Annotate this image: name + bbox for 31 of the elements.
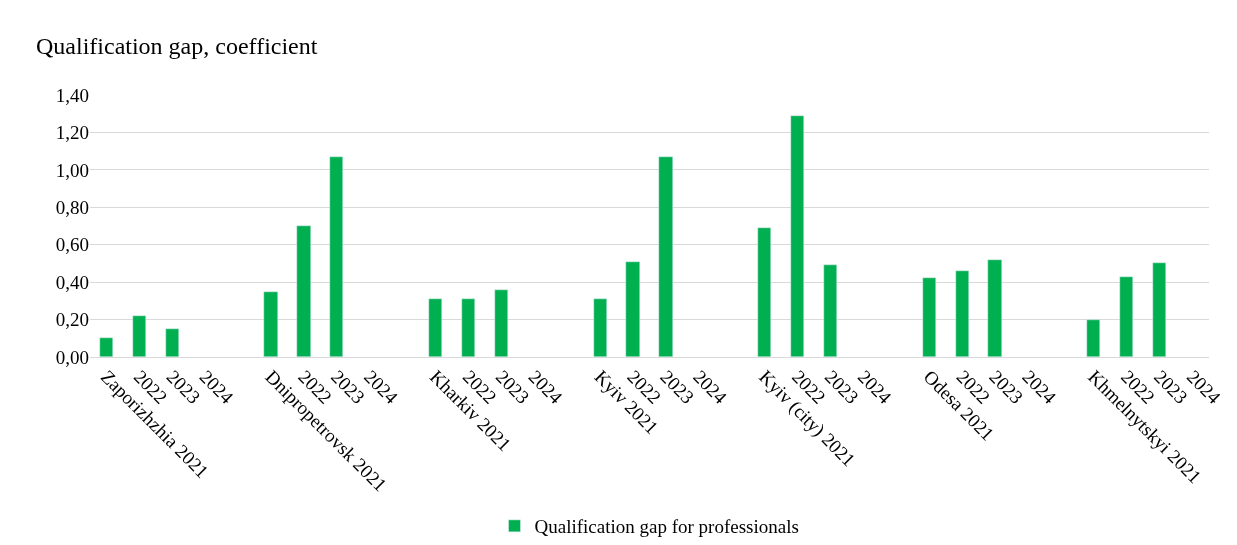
bar — [296, 225, 311, 357]
bar — [1086, 319, 1100, 357]
y-tick-label: 0,80 — [55, 196, 89, 218]
y-tick-label: 0,40 — [55, 271, 89, 293]
y-tick-label: 0,60 — [55, 234, 89, 256]
bar — [757, 227, 771, 357]
bar — [922, 277, 936, 357]
y-axis-title: Qualification gap, coefficient — [36, 33, 318, 59]
bar — [593, 298, 607, 357]
bar — [790, 115, 804, 357]
bar — [263, 291, 278, 357]
bar — [987, 259, 1002, 357]
bar — [658, 156, 673, 357]
bar — [823, 264, 837, 357]
y-tick-label: 1,00 — [55, 159, 89, 181]
bar — [494, 289, 508, 357]
bar — [99, 337, 113, 357]
bar — [165, 328, 179, 357]
bar — [1119, 276, 1133, 357]
bar — [1152, 262, 1166, 357]
y-tick-label: 0,20 — [55, 309, 89, 331]
y-tick-label: 1,40 — [55, 84, 89, 106]
bar — [461, 298, 475, 357]
bar — [428, 298, 442, 357]
bar — [329, 156, 343, 357]
legend-label: Qualification gap for professionals — [534, 516, 799, 538]
bar — [955, 270, 969, 357]
bar — [625, 261, 640, 357]
bar — [132, 315, 146, 357]
y-tick-label: 1,20 — [55, 122, 89, 144]
y-tick-label: 0,00 — [55, 346, 89, 368]
